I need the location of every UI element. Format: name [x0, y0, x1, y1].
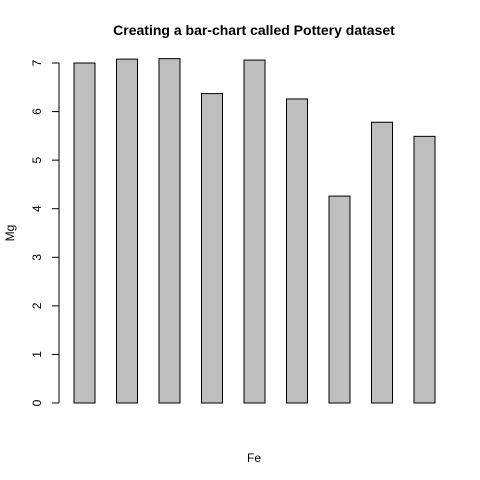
y-tick-label-6: 6 — [30, 108, 44, 115]
y-tick-label-2: 2 — [30, 302, 44, 309]
y-axis-label: Mg — [3, 225, 17, 242]
bar-2 — [116, 58, 138, 404]
y-axis: 0 1 2 3 4 5 6 7 — [30, 59, 60, 406]
bar-7 — [328, 195, 351, 404]
y-tick-label-4: 4 — [30, 205, 44, 212]
x-axis-label: Fe — [247, 451, 261, 465]
bars-group — [73, 58, 436, 404]
bar-9 — [413, 135, 436, 404]
y-tick-label-1: 1 — [30, 351, 44, 358]
y-tick-label-0: 0 — [30, 399, 44, 406]
y-tick-label-7: 7 — [30, 59, 44, 66]
bar-4 — [201, 93, 223, 404]
bar-8 — [371, 121, 393, 404]
bar-6 — [286, 98, 308, 404]
y-tick-label-5: 5 — [30, 156, 44, 163]
chart-title: Creating a bar-chart called Pottery data… — [113, 22, 395, 38]
bar-5 — [243, 59, 266, 404]
bar-3 — [158, 58, 181, 404]
bar-1 — [73, 62, 96, 404]
y-tick-label-3: 3 — [30, 254, 44, 261]
